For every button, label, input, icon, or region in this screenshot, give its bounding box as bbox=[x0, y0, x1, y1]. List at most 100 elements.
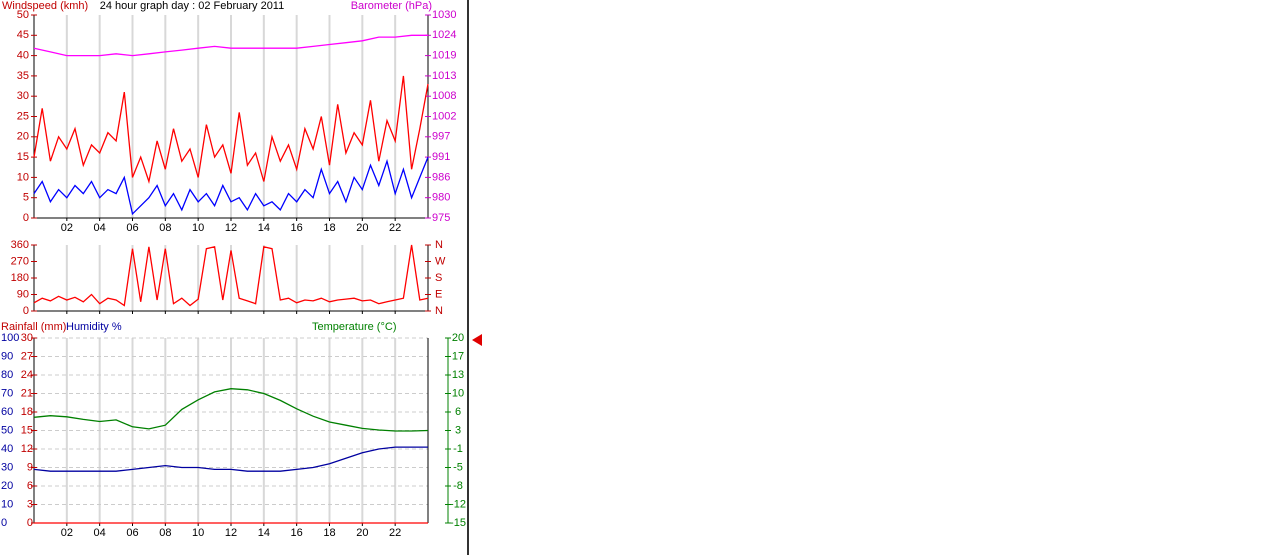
x-tick-label: 02 bbox=[61, 527, 73, 539]
y2-tick-label: 1008 bbox=[432, 90, 456, 102]
y-tick-label: 180 bbox=[11, 272, 29, 284]
y2-tick-label: 13 bbox=[452, 369, 464, 381]
series-line bbox=[33, 244, 429, 307]
y2-tick-label: -5 bbox=[453, 461, 463, 473]
x-tick-label: 06 bbox=[126, 222, 138, 234]
y-tick-label: 40 bbox=[17, 50, 29, 62]
y-tick-label: 24 bbox=[21, 369, 33, 381]
y2-label: Barometer (hPa) bbox=[351, 0, 432, 12]
x-tick-label: 22 bbox=[389, 222, 401, 234]
x-tick-label: 16 bbox=[291, 527, 303, 539]
y2-tick-label: 10 bbox=[452, 387, 464, 399]
y2-tick-label: E bbox=[435, 288, 442, 300]
y2-tick-label: 980 bbox=[432, 192, 450, 204]
y2-tick-label: -8 bbox=[453, 480, 463, 492]
y3-tick-label: 60 bbox=[1, 406, 13, 418]
y2-tick-label: 1030 bbox=[432, 9, 456, 21]
y-tick-label: 15 bbox=[17, 151, 29, 163]
y2-tick-label: S bbox=[435, 272, 442, 284]
x-tick-label: 02 bbox=[61, 222, 73, 234]
y-tick-label: 3 bbox=[27, 498, 33, 510]
y-tick-label: 90 bbox=[17, 288, 29, 300]
y-tick-label: 0 bbox=[27, 517, 33, 529]
y3-tick-label: 90 bbox=[1, 350, 13, 362]
y2-tick-label: -12 bbox=[450, 498, 466, 510]
y-tick-label: 360 bbox=[11, 239, 29, 251]
y3-tick-label: 70 bbox=[1, 387, 13, 399]
x-tick-label: 08 bbox=[159, 527, 171, 539]
x-tick-label: 16 bbox=[291, 222, 303, 234]
y-tick-label: 6 bbox=[27, 480, 33, 492]
x-tick-label: 20 bbox=[356, 527, 368, 539]
y-tick-label: 45 bbox=[17, 29, 29, 41]
y3-tick-label: 100 bbox=[1, 332, 19, 344]
y-tick-label: 0 bbox=[23, 212, 29, 224]
y2-tick-label: 975 bbox=[432, 212, 450, 224]
y3-tick-label: 20 bbox=[1, 480, 13, 492]
x-tick-label: 04 bbox=[94, 222, 106, 234]
y2-tick-label: N bbox=[435, 239, 443, 251]
y2-tick-label: 1019 bbox=[432, 50, 456, 62]
y2-tick-label: N bbox=[435, 305, 443, 317]
y3-tick-label: 80 bbox=[1, 369, 13, 381]
x-tick-label: 18 bbox=[323, 222, 335, 234]
y-tick-label: 30 bbox=[21, 332, 33, 344]
y-tick-label: 30 bbox=[17, 90, 29, 102]
series-line bbox=[33, 446, 428, 472]
y2-tick-label: 6 bbox=[455, 406, 461, 418]
y-tick-label: 25 bbox=[17, 110, 29, 122]
y2-tick-label: W bbox=[435, 255, 446, 267]
y-tick-label: 270 bbox=[11, 255, 29, 267]
y-tick-label: 18 bbox=[21, 406, 33, 418]
y2-tick-label: 20 bbox=[452, 332, 464, 344]
y2-tick-label: 3 bbox=[455, 424, 461, 436]
y3-tick-label: 0 bbox=[1, 517, 7, 529]
y-tick-label: 21 bbox=[21, 387, 33, 399]
y3-tick-label: 50 bbox=[1, 424, 13, 436]
y-tick-label: 5 bbox=[23, 192, 29, 204]
series-line bbox=[33, 34, 428, 57]
y-tick-label: 35 bbox=[17, 70, 29, 82]
y-tick-label: 0 bbox=[23, 305, 29, 317]
x-tick-label: 10 bbox=[192, 527, 204, 539]
y-label: Rainfall (mm) bbox=[1, 321, 66, 333]
y2-tick-label: -15 bbox=[450, 517, 466, 529]
y2-tick-label: -1 bbox=[453, 443, 463, 455]
y-tick-label: 50 bbox=[17, 9, 29, 21]
y3-label: Humidity % bbox=[66, 321, 122, 333]
series-line bbox=[33, 388, 429, 432]
x-tick-label: 12 bbox=[225, 222, 237, 234]
y2-tick-label: 17 bbox=[452, 350, 464, 362]
y2-label: Temperature (°C) bbox=[312, 321, 396, 333]
y-tick-label: 20 bbox=[17, 131, 29, 143]
x-tick-label: 12 bbox=[225, 527, 237, 539]
x-tick-label: 14 bbox=[258, 222, 270, 234]
y-label: Windspeed (kmh) bbox=[2, 0, 88, 12]
y2-tick-label: 1002 bbox=[432, 110, 456, 122]
pointer-arrow[interactable] bbox=[472, 334, 482, 346]
y-tick-label: 15 bbox=[21, 424, 33, 436]
y3-tick-label: 10 bbox=[1, 498, 13, 510]
y-tick-label: 10 bbox=[17, 171, 29, 183]
x-tick-label: 22 bbox=[389, 527, 401, 539]
y2-tick-label: 986 bbox=[432, 171, 450, 183]
y-tick-label: 12 bbox=[21, 443, 33, 455]
y2-tick-label: 1024 bbox=[432, 29, 456, 41]
series-line bbox=[33, 75, 429, 185]
x-tick-label: 14 bbox=[258, 527, 270, 539]
x-tick-label: 04 bbox=[94, 527, 106, 539]
y2-tick-label: 997 bbox=[432, 131, 450, 143]
y2-tick-label: 1013 bbox=[432, 70, 456, 82]
y2-tick-label: 991 bbox=[432, 151, 450, 163]
y-tick-label: 27 bbox=[21, 350, 33, 362]
x-tick-label: 18 bbox=[323, 527, 335, 539]
x-tick-label: 08 bbox=[159, 222, 171, 234]
x-tick-label: 10 bbox=[192, 222, 204, 234]
y3-tick-label: 30 bbox=[1, 461, 13, 473]
x-tick-label: 06 bbox=[126, 527, 138, 539]
y-tick-label: 9 bbox=[27, 461, 33, 473]
series-line bbox=[33, 156, 429, 216]
y3-tick-label: 40 bbox=[1, 443, 13, 455]
title: 24 hour graph day : 02 February 2011 bbox=[100, 0, 284, 12]
